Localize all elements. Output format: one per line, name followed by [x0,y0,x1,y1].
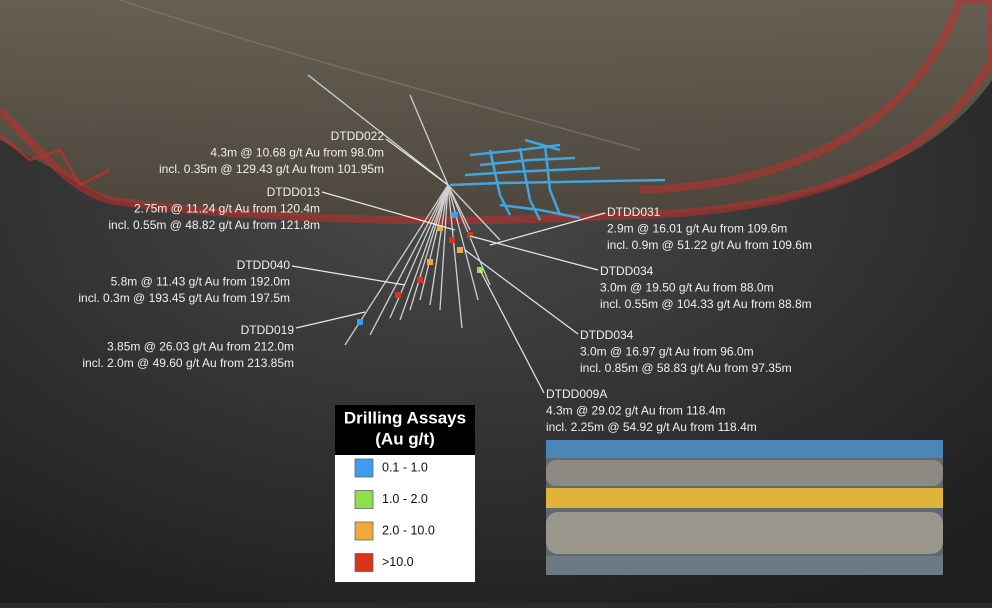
assay-result: incl. 0.55m @ 48.82 g/t Au from 121.8m [108,218,320,232]
assay-result: incl. 0.55m @ 104.33 g/t Au from 88.8m [600,297,812,311]
legend: Drilling Assays (Au g/t) 0.1 - 1.0 1.0 - 2.… [335,405,475,582]
assay-result: incl. 0.9m @ 51.22 g/t Au from 109.6m [607,238,812,252]
assay-result: 3.0m @ 16.97 g/t Au from 96.0m [580,345,754,359]
leader-line [321,191,456,231]
assay-interval [467,232,473,238]
assay-result: incl. 0.35m @ 129.43 g/t Au from 101.95m [159,162,384,176]
hole-id: DTDD019 [241,323,295,337]
legend-header [335,405,475,455]
drill-trace [439,184,449,311]
terrain-edge [0,133,111,187]
hole-id: DTDD031 [607,205,661,219]
assay-result: 3.0m @ 19.50 g/t Au from 88.0m [600,281,774,295]
leader-line [469,235,599,271]
legend-swatch [354,553,374,572]
core-photo [546,440,943,575]
hole-id: DTDD034 [580,328,634,342]
assay-interval [452,212,458,218]
drill-trace [307,74,449,186]
leader-lines [291,138,606,394]
hole-id: DTDD013 [267,185,321,199]
drill-trace [399,184,449,321]
leader-line [295,311,366,329]
hole-id: DTDD034 [600,264,654,278]
assay-result: 4.3m @ 10.68 g/t Au from 98.0m [210,146,384,160]
assay-result: 4.3m @ 29.02 g/t Au from 118.4m [546,404,725,418]
assay-result: incl. 0.85m @ 58.83 g/t Au from 97.35m [580,361,792,375]
assay-interval [437,225,443,231]
assay-interval [457,247,463,253]
drill-trace [409,94,449,186]
drill-trace [447,184,471,231]
leader-line [385,138,449,186]
legend-swatch [354,521,374,541]
assay-interval [427,259,433,265]
underground-workings [449,138,666,221]
drill-trace [447,184,479,301]
hole-id: DTDD022 [331,129,385,143]
drill-trace [369,184,449,336]
leader-line [291,265,406,286]
drill-holes [307,74,501,346]
assay-interval [417,277,423,283]
leader-line [464,249,579,335]
legend-label: 2.0 - 10.0 [382,523,435,537]
legend-label: 0.1 - 1.0 [382,460,428,474]
assay-interval [357,319,363,325]
assay-result: 5.8m @ 11.43 g/t Au from 192.0m [111,275,290,289]
annotations: DTDD022 4.3m @ 10.68 g/t Au from 98.0m inc… [78,129,812,434]
legend-swatch [354,458,374,478]
assay-result: 2.75m @ 11.24 g/t Au from 120.4m [134,202,320,216]
drill-trace [419,184,449,301]
assay-result: 3.85m @ 26.03 g/t Au from 212.0m [107,340,294,354]
drill-trace [344,184,449,346]
drill-trace [447,184,501,241]
assay-result: incl. 2.0m @ 49.60 g/t Au from 213.85m [82,356,294,370]
legend-title: (Au g/t) [375,429,434,448]
drill-trace [409,184,449,311]
terrain-edge [0,0,992,225]
hole-id: DTDD040 [237,258,291,272]
drill-trace [447,184,463,329]
legend-swatch [354,490,374,509]
hole-id: DTDD009A [546,387,607,401]
assay-result: incl. 2.25m @ 54.92 g/t Au from 118.4m [546,420,757,434]
leader-line [489,212,606,246]
leader-line [479,269,545,394]
drill-trace [429,184,449,306]
assay-interval [449,237,455,243]
legend-label: 1.0 - 2.0 [382,492,428,506]
legend-title: Drilling Assays [344,408,466,427]
assay-interval [395,292,401,298]
contour [119,0,641,151]
assay-result: incl. 0.3m @ 193.45 g/t Au from 197.5m [78,291,290,305]
assay-result: 2.9m @ 16.01 g/t Au from 109.6m [607,222,787,236]
legend-label: >10.0 [382,555,414,569]
